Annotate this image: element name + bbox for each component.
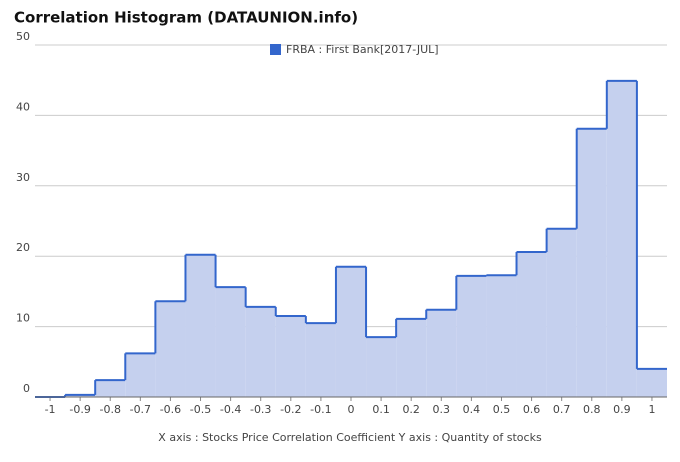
x-tick-label: 0.7 (553, 403, 571, 416)
histogram-bar (245, 306, 276, 397)
x-tick-label: -1 (45, 403, 56, 416)
histogram-bar (456, 275, 487, 397)
histogram-bar (516, 251, 547, 397)
x-tick-label: -0.7 (130, 403, 151, 416)
x-tick-label: -0.2 (280, 403, 301, 416)
x-tick-label: 0.6 (523, 403, 541, 416)
x-tick-label: -0.4 (220, 403, 241, 416)
histogram-bar (426, 309, 457, 397)
legend-swatch (270, 44, 281, 55)
chart-title: Correlation Histogram (DATAUNION.info) (14, 9, 358, 27)
histogram-bar (486, 275, 517, 397)
histogram-bar (546, 228, 577, 397)
y-tick-label: 0 (23, 382, 30, 395)
legend-label: FRBA : First Bank[2017-JUL] (286, 43, 439, 56)
y-tick-label: 30 (16, 171, 30, 184)
histogram-bar (636, 368, 667, 397)
y-tick-label: 50 (16, 30, 30, 43)
x-tick-label: 0.1 (372, 403, 390, 416)
x-tick-label: -0.1 (310, 403, 331, 416)
x-tick-label: -0.6 (160, 403, 181, 416)
histogram-bar (155, 301, 186, 397)
x-tick-label: 0 (348, 403, 355, 416)
histogram-bar (95, 380, 126, 397)
x-tick-label: 0.4 (463, 403, 481, 416)
x-tick-label: 0.9 (613, 403, 631, 416)
histogram-bar (215, 287, 246, 397)
histogram-bar (576, 128, 607, 397)
x-tick-label: -0.9 (69, 403, 90, 416)
histogram-bar (606, 80, 637, 398)
histogram-bar (65, 394, 96, 397)
x-tick-label: 0.3 (433, 403, 451, 416)
x-tick-label: 0.2 (402, 403, 420, 416)
y-tick-label: 20 (16, 241, 30, 254)
histogram-bar (185, 254, 216, 397)
x-tick-label: 0.5 (493, 403, 511, 416)
histogram-bar (396, 318, 427, 397)
y-tick-label: 10 (16, 312, 30, 325)
histogram-bar (275, 316, 306, 397)
x-tick-label: 1 (648, 403, 655, 416)
x-axis-label: X axis : Stocks Price Correlation Coeffi… (158, 431, 542, 444)
x-tick-label: -0.3 (250, 403, 271, 416)
y-tick-label: 40 (16, 100, 30, 113)
histogram-bar (125, 353, 156, 397)
histogram-bar (305, 323, 336, 397)
x-tick-label: -0.5 (190, 403, 211, 416)
histogram-bar (366, 337, 397, 397)
x-tick-label: -0.8 (100, 403, 121, 416)
histogram-bar (335, 266, 367, 397)
x-tick-label: 0.8 (583, 403, 601, 416)
